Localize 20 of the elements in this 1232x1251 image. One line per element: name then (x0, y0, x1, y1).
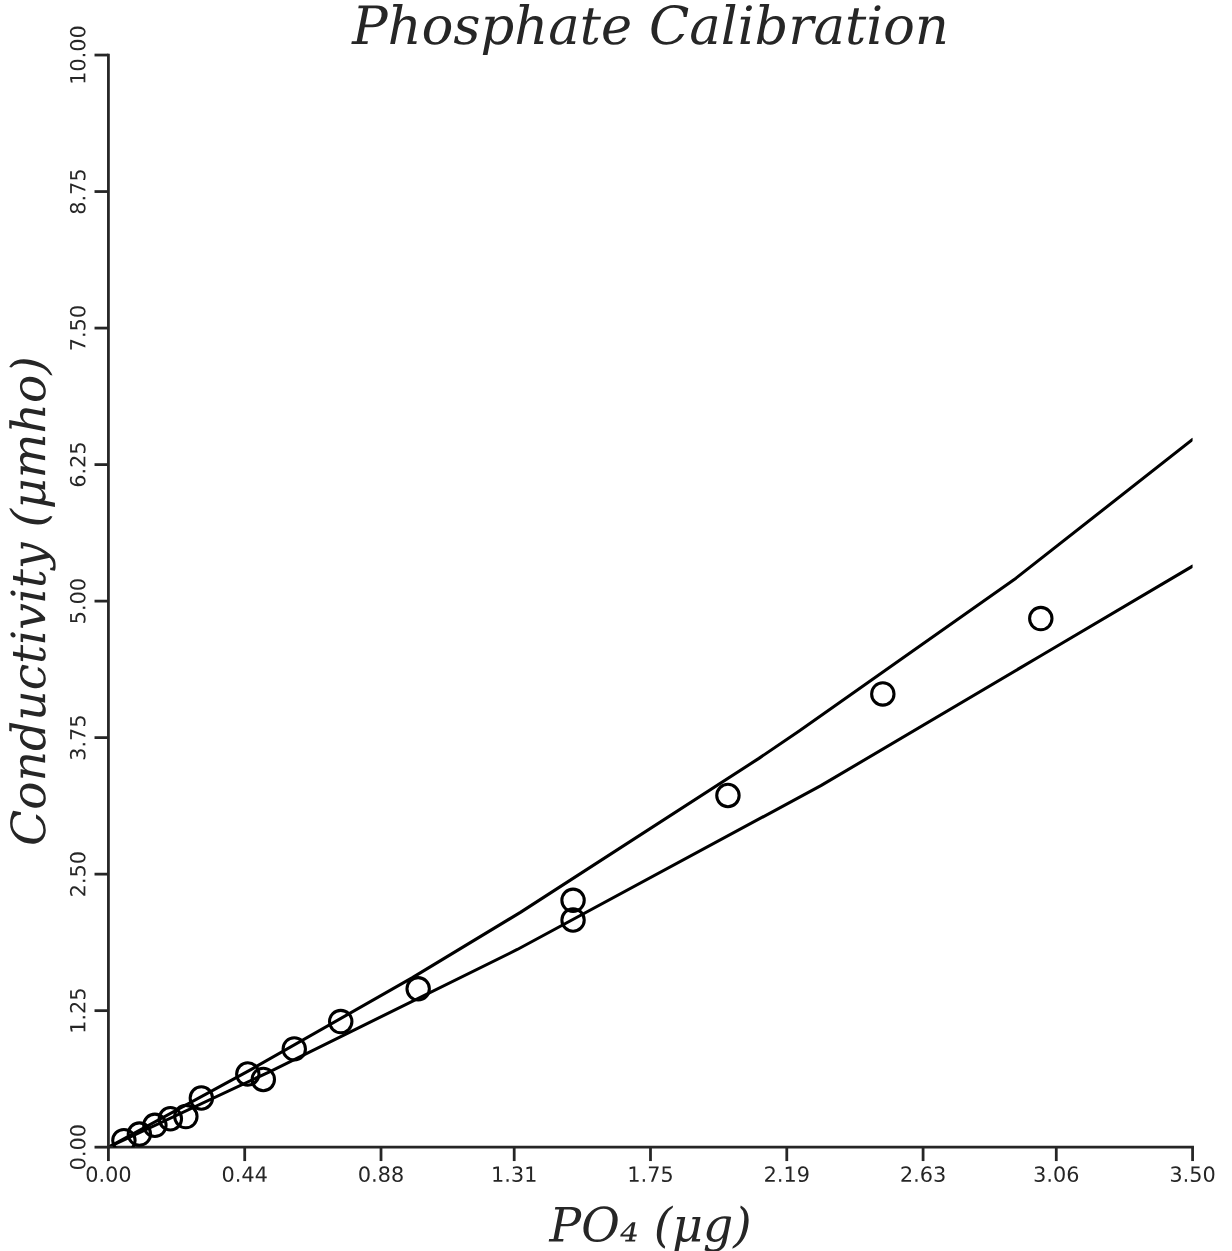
y-axis-title: Conductivity (μmho) (9, 359, 56, 844)
y-tick-label: 10.00 (69, 26, 86, 83)
x-tick-label: 2.19 (765, 1166, 809, 1183)
x-tick-label: 3.50 (1170, 1166, 1215, 1183)
y-tick-label: 5.00 (69, 579, 86, 623)
x-tick-label: 2.63 (901, 1166, 945, 1183)
x-axis-title: PO₄ (μg) (548, 1205, 749, 1251)
y-tick-label: 7.50 (69, 306, 86, 350)
chart-title: Phosphate Calibration (351, 3, 946, 56)
x-tick-label: 0.88 (359, 1166, 403, 1183)
y-tick-label: 6.25 (69, 443, 86, 487)
y-tick-label: 3.75 (69, 716, 86, 760)
x-tick-label: 0.00 (86, 1166, 131, 1183)
y-tick-label: 1.25 (69, 989, 86, 1032)
x-tick-label: 1.75 (629, 1166, 672, 1183)
x-tick-label: 0.44 (222, 1166, 267, 1183)
y-tick-label: 8.75 (69, 170, 86, 214)
x-tick-label: 3.06 (1034, 1166, 1079, 1183)
x-tick-label: 1.31 (493, 1166, 536, 1183)
y-tick-label: 2.50 (69, 852, 86, 896)
